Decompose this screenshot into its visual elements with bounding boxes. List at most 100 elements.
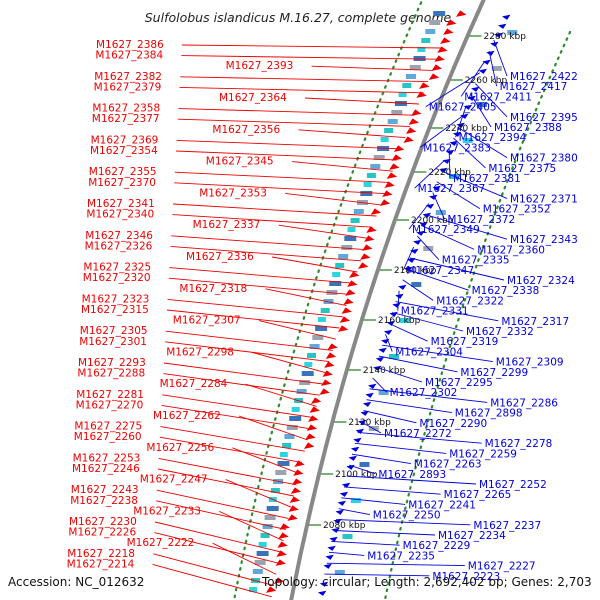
reverse-gene-arrow: [386, 320, 396, 326]
forward-gene-arrow: [437, 46, 448, 53]
reverse-gene-label: M1627_2295: [425, 377, 493, 389]
forward-gene-label: M1627_2315: [81, 304, 149, 316]
feature-block-left: [289, 416, 302, 421]
forward-leader-line: [285, 192, 381, 206]
forward-leader-line: [172, 214, 373, 228]
reverse-leader-line: [395, 301, 499, 322]
forward-gene-label: M1627_2323: [82, 293, 150, 305]
forward-leader-line: [176, 139, 402, 150]
reverse-gene-arrow: [432, 185, 441, 191]
reverse-gene-arrow: [348, 455, 357, 461]
reverse-gene-label: M1627_2286: [490, 397, 558, 409]
reverse-gene-label: M1627_2367: [418, 183, 486, 195]
forward-gene-label: M1627_2256: [146, 442, 214, 454]
reverse-leader-line: [455, 105, 467, 138]
forward-gene-arrow: [411, 109, 422, 116]
reverse-gene-arrow: [360, 410, 369, 416]
forward-leader-line: [154, 532, 279, 564]
reverse-gene-label: M1627_2317: [501, 316, 569, 328]
forward-gene-arrow: [306, 424, 317, 431]
topology-label: Topology: circular; Length: 2,692,402 bp…: [261, 575, 592, 589]
forward-gene-label: M1627_2260: [74, 431, 142, 443]
forward-gene-arrow: [408, 118, 419, 125]
reverse-gene-label: M1627_2411: [464, 91, 532, 103]
reverse-leader-line: [341, 497, 406, 505]
kbp-tick-label: 2180 kbp: [394, 266, 437, 276]
forward-gene-arrow: [288, 505, 299, 512]
feature-block-left: [317, 317, 326, 322]
forward-gene-label: M1627_2238: [70, 495, 138, 507]
reverse-gene-arrow: [355, 428, 364, 434]
forward-gene-arrow: [277, 541, 288, 548]
reverse-gene-label: M1627_2343: [510, 234, 578, 246]
feature-block-left: [425, 29, 436, 34]
forward-leader-line: [271, 256, 358, 273]
reverse-gene-arrow: [337, 500, 346, 506]
feature-block-left: [329, 281, 342, 286]
feature-block-left: [266, 506, 279, 511]
reverse-gene-arrow: [319, 581, 329, 587]
reverse-gene-arrow: [325, 554, 334, 560]
feature-block-right: [378, 390, 389, 395]
forward-leader-line: [238, 415, 308, 441]
feature-block-left: [256, 551, 269, 556]
forward-gene-label: M1627_2354: [90, 145, 158, 157]
forward-gene-arrow: [294, 460, 305, 467]
forward-leader-line: [181, 55, 438, 60]
reverse-leader-line: [372, 377, 387, 393]
reverse-gene-arrow: [378, 347, 387, 353]
forward-gene-arrow: [358, 262, 369, 269]
backbone-arc: [289, 0, 486, 600]
reverse-gene-label: M1627_2309: [496, 357, 564, 369]
forward-gene-arrow: [364, 235, 375, 242]
forward-leader-line: [159, 436, 302, 463]
forward-gene-arrow: [343, 298, 354, 305]
reverse-leader-line: [324, 573, 430, 577]
reverse-leader-line: [351, 453, 411, 465]
feature-block-left: [366, 173, 376, 178]
forward-gene-label: M1627_2246: [72, 463, 140, 475]
reverse-gene-arrow: [419, 221, 428, 227]
forward-gene-arrow: [431, 64, 442, 71]
forward-leader-line: [265, 288, 347, 307]
reverse-leader-line: [424, 213, 508, 240]
forward-leader-line: [165, 341, 330, 363]
forward-gene-label: M1627_2377: [92, 113, 160, 125]
reverse-leader-line: [360, 421, 382, 434]
forward-leader-line: [232, 447, 300, 475]
feature-block-left: [258, 542, 267, 547]
forward-leader-line: [298, 129, 406, 139]
forward-gene-label: M1627_2341: [87, 198, 155, 210]
kbp-tick-label: 2200 kbp: [411, 216, 454, 226]
reverse-leader-line: [385, 334, 393, 352]
forward-leader-line: [153, 553, 275, 587]
reverse-leader-line: [369, 388, 488, 403]
reverse-gene-arrow: [429, 194, 438, 200]
feature-block-right: [342, 534, 353, 539]
forward-leader-line: [166, 309, 340, 329]
forward-gene-label: M1627_2214: [67, 558, 135, 570]
forward-gene-arrow: [275, 559, 286, 566]
reverse-leader-line: [336, 519, 471, 526]
reverse-gene-label: M1627_2252: [479, 479, 547, 491]
reverse-gene-arrow: [373, 365, 382, 371]
reverse-leader-line: [378, 355, 458, 373]
forward-gene-label: M1627_2369: [91, 134, 159, 146]
forward-leader-line: [291, 161, 393, 172]
forward-gene-arrow: [324, 361, 335, 368]
feature-block-right: [476, 102, 487, 107]
outer-dot-track-right: [233, 0, 424, 600]
reverse-gene-arrow: [460, 113, 469, 119]
reverse-leader-line: [414, 159, 446, 189]
reverse-gene-label: M1627_2265: [444, 489, 512, 501]
reverse-gene-label: M1627_2304: [395, 346, 463, 358]
forward-gene-label: M1627_2356: [212, 124, 280, 136]
forward-leader-line: [174, 182, 385, 195]
feature-block-right: [359, 462, 370, 467]
feature-block-left: [291, 407, 300, 412]
feature-block-left: [315, 326, 328, 331]
forward-gene-arrow: [308, 415, 319, 422]
forward-gene-label: M1627_2222: [127, 537, 195, 549]
forward-gene-label: M1627_2382: [94, 71, 162, 83]
forward-gene-arrow: [303, 442, 315, 449]
